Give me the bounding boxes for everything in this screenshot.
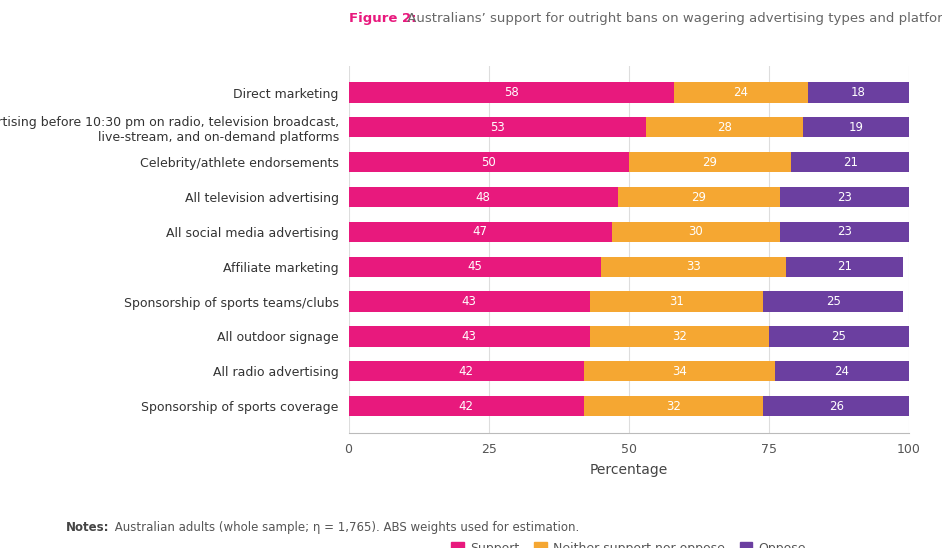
Text: 58: 58 (504, 86, 518, 99)
Text: 30: 30 (689, 225, 704, 238)
Bar (769, 327, 909, 346)
Text: 31: 31 (669, 295, 684, 308)
Text: 18: 18 (852, 86, 866, 99)
Bar (629, 152, 791, 172)
Text: 25: 25 (826, 295, 841, 308)
Bar (584, 396, 763, 416)
Text: 47: 47 (473, 225, 488, 238)
Bar (584, 361, 774, 381)
Text: 29: 29 (703, 156, 718, 169)
Bar (349, 187, 618, 207)
Text: 48: 48 (476, 191, 491, 203)
Bar (674, 82, 808, 102)
Bar (618, 187, 780, 207)
Text: Australian adults (whole sample; η = 1,765). ABS weights used for estimation.: Australian adults (whole sample; η = 1,7… (111, 521, 579, 534)
Text: 24: 24 (835, 365, 850, 378)
Bar (349, 327, 590, 346)
Bar (763, 292, 903, 312)
Text: Notes:: Notes: (66, 521, 109, 534)
Bar (349, 117, 645, 138)
Text: 21: 21 (843, 156, 857, 169)
Bar (349, 82, 674, 102)
Bar (349, 256, 601, 277)
Legend: Support, Neither support nor oppose, Oppose: Support, Neither support nor oppose, Opp… (451, 542, 806, 548)
Bar (763, 396, 909, 416)
Bar (349, 396, 584, 416)
Text: 29: 29 (691, 191, 706, 203)
Bar (590, 327, 769, 346)
Text: 19: 19 (849, 121, 863, 134)
Bar (349, 152, 629, 172)
Bar (786, 256, 903, 277)
Text: 26: 26 (829, 399, 844, 413)
Text: 33: 33 (686, 260, 701, 273)
Bar (645, 117, 803, 138)
Text: 25: 25 (832, 330, 847, 343)
Text: Figure 2:: Figure 2: (349, 12, 416, 25)
Bar (780, 187, 909, 207)
Bar (601, 256, 786, 277)
Bar (349, 361, 584, 381)
Bar (590, 292, 763, 312)
Text: Australians’ support for outright bans on wagering advertising types and platfor: Australians’ support for outright bans o… (403, 12, 942, 25)
Text: 53: 53 (490, 121, 505, 134)
Text: 21: 21 (837, 260, 853, 273)
Text: 45: 45 (467, 260, 482, 273)
Bar (808, 82, 909, 102)
Text: 43: 43 (462, 295, 477, 308)
Text: 42: 42 (459, 365, 474, 378)
Text: 23: 23 (837, 225, 852, 238)
Bar (349, 222, 612, 242)
Text: 24: 24 (734, 86, 748, 99)
Text: 32: 32 (672, 330, 687, 343)
Bar (780, 222, 909, 242)
Bar (612, 222, 780, 242)
Bar (791, 152, 909, 172)
Text: 34: 34 (672, 365, 687, 378)
Text: 23: 23 (837, 191, 852, 203)
Text: 43: 43 (462, 330, 477, 343)
Text: 28: 28 (717, 121, 732, 134)
Text: 32: 32 (666, 399, 681, 413)
Bar (774, 361, 909, 381)
Bar (349, 292, 590, 312)
Bar (803, 117, 909, 138)
X-axis label: Percentage: Percentage (590, 463, 668, 477)
Text: 42: 42 (459, 399, 474, 413)
Text: 50: 50 (481, 156, 496, 169)
